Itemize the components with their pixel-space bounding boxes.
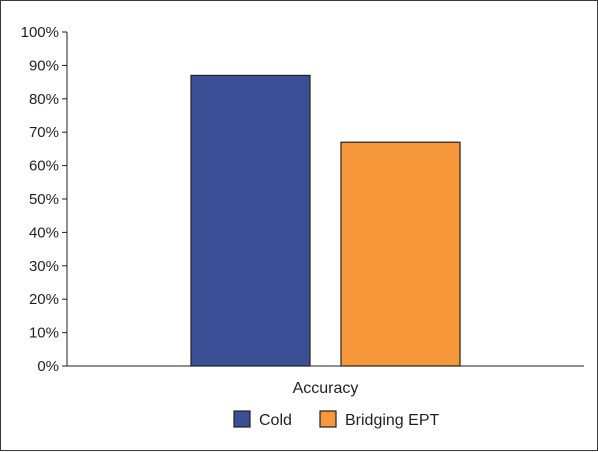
bar-bridging-ept	[340, 141, 461, 367]
y-tick-label: 50%	[29, 191, 59, 208]
bars	[190, 74, 461, 367]
legend-label: Bridging EPT	[345, 412, 439, 429]
legend-swatch-cold	[233, 410, 251, 428]
y-tick-label: 60%	[29, 158, 59, 175]
legend-swatch-bridging-ept	[319, 410, 337, 428]
x-axis: Accuracy	[67, 365, 584, 397]
bar-cold	[190, 74, 311, 367]
legend: Cold Bridging EPT	[233, 410, 439, 429]
y-tick-label: 40%	[29, 224, 59, 241]
y-tick-label: 20%	[29, 291, 59, 308]
x-category-label: Accuracy	[293, 380, 359, 397]
legend-label: Cold	[259, 412, 292, 429]
y-tick-label: 30%	[29, 258, 59, 275]
y-tick-label: 80%	[29, 91, 59, 108]
y-axis: 0% 10% 20% 30% 40% 50% 60% 70% 80% 90% 100%	[21, 24, 68, 375]
y-tick-label: 0%	[37, 358, 59, 375]
y-tick-label: 90%	[29, 57, 59, 74]
y-tick-label: 100%	[21, 24, 59, 41]
y-tick-label: 10%	[29, 325, 59, 342]
y-tick-label: 70%	[29, 124, 59, 141]
